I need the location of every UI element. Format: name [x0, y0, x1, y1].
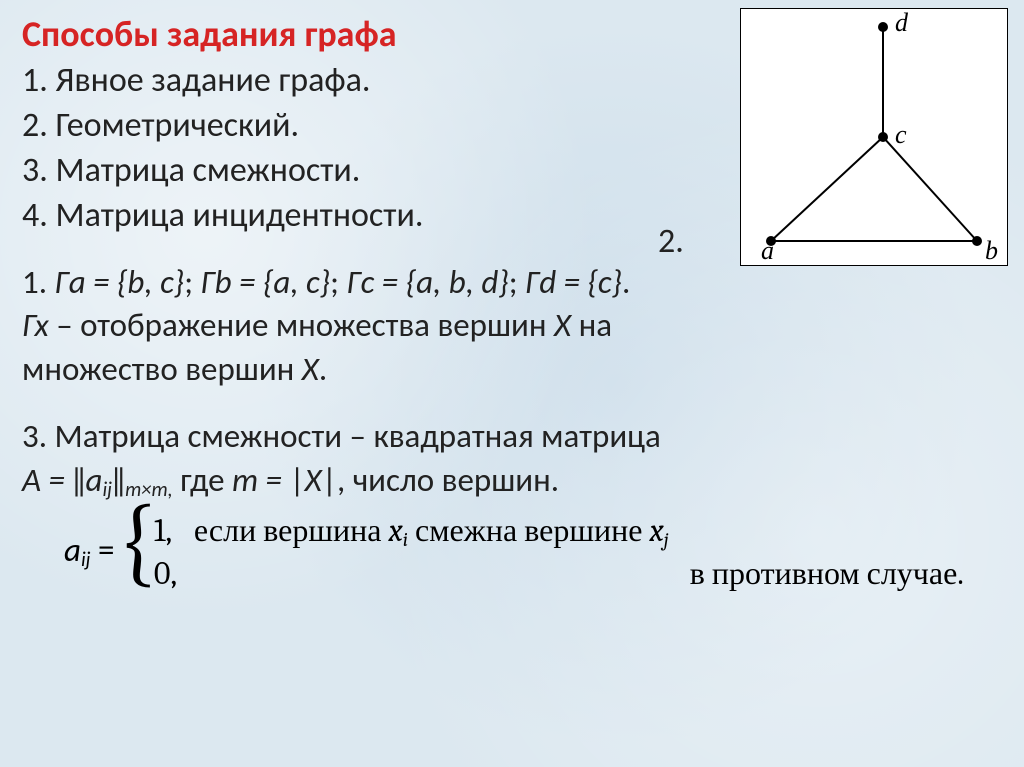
adjacency-matrix-block: 3. Матрица смежности – квадратная матриц… — [22, 415, 1002, 504]
b3-bar2: | — [322, 460, 337, 500]
graph-box: a b c d — [740, 8, 1008, 266]
eq-sign: = — [91, 530, 115, 570]
b3-Xm: X — [305, 460, 322, 500]
b1-l2b: на — [571, 305, 612, 345]
b3-line1: 3. Матрица смежности – квадратная матриц… — [22, 416, 661, 456]
b1-X1: X — [554, 305, 571, 345]
xj-x: x — [649, 512, 663, 549]
lhs-ij: ij — [81, 549, 91, 573]
ga: Гa = {b, c} — [55, 262, 185, 302]
b3-ij: ij — [102, 478, 112, 502]
case1-mid: смежна вершине — [408, 512, 649, 549]
b3-A: A = — [22, 460, 72, 500]
gd: Гd = {c} — [525, 262, 622, 302]
b1-X2: X — [302, 349, 319, 389]
b1-l2a: – отображение множества вершин — [49, 305, 554, 345]
graph-node-d — [878, 22, 888, 32]
case1-pre: если вершина — [194, 512, 389, 549]
gb: Гb = {a, c} — [200, 262, 330, 302]
b3-bars1: ‖ — [72, 460, 85, 500]
piecewise-formula: aij = { 1, если вершина xi смежна вершин… — [64, 510, 1002, 594]
b1-l3a: множество вершин — [22, 349, 302, 389]
graph-label-d: d — [895, 9, 909, 37]
graph-node-b — [972, 236, 982, 246]
gc: Гc = {a, b, d} — [346, 262, 508, 302]
b1-pre: 1. — [22, 262, 55, 302]
b3-mm: m×m, — [125, 478, 173, 502]
gx: Гх — [22, 305, 49, 345]
graph-label-a: a — [761, 236, 774, 265]
left-brace-icon: { — [124, 507, 153, 588]
graph-label-b: b — [985, 236, 998, 265]
sep3: ; — [509, 262, 525, 302]
graph-node-c — [878, 132, 888, 142]
graph-edge — [883, 137, 977, 241]
b3-m: m = — [232, 460, 289, 500]
case1-lead: 1, — [154, 510, 194, 553]
b3-bars2: ‖ — [112, 460, 125, 500]
graph-figure: 2. abcd — [688, 8, 1008, 268]
b3-a: a — [86, 460, 103, 500]
xj-j: j — [664, 528, 669, 551]
b3-tail: , число вершин. — [337, 460, 559, 500]
case-row-1: 1, если вершина xi смежна вершине xj — [154, 510, 964, 553]
graph-svg: a b c d — [741, 9, 1007, 265]
case-row-2: 0, в противном случае. — [154, 553, 964, 595]
xi-x: x — [389, 512, 403, 549]
explicit-definition-block: 1. Гa = {b, c}; Гb = {a, c}; Гc = {a, b,… — [22, 261, 1002, 392]
dot1: . — [622, 262, 630, 302]
graph-label-c: c — [895, 120, 907, 149]
graph-edge — [771, 137, 883, 241]
case2-lead: 0, — [154, 553, 194, 595]
b3-where: где — [173, 460, 232, 500]
sep1: ; — [184, 262, 200, 302]
b3-bar1: | — [289, 460, 304, 500]
case2-text: в противном случае. — [194, 553, 964, 595]
sep2: ; — [330, 262, 346, 302]
figure-number: 2. — [658, 221, 684, 262]
b1-l3b: . — [319, 349, 327, 389]
lhs-a: a — [64, 530, 81, 570]
